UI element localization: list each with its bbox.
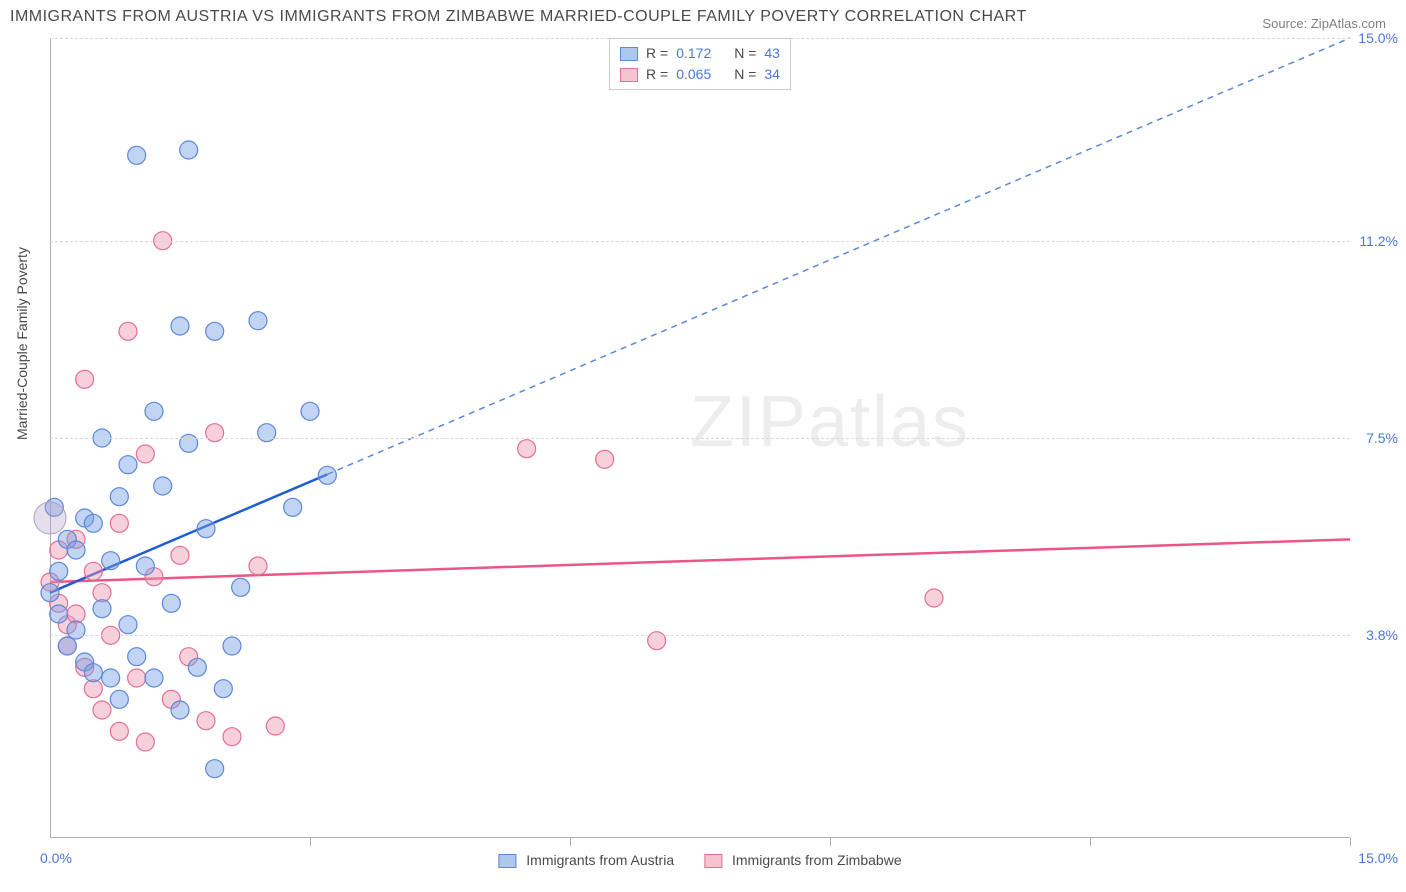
datapoint-zimbabwe xyxy=(93,701,111,719)
datapoint-austria xyxy=(214,680,232,698)
gridline xyxy=(50,438,1350,439)
datapoint-zimbabwe xyxy=(67,605,85,623)
datapoint-austria xyxy=(136,557,154,575)
datapoint-zimbabwe xyxy=(197,712,215,730)
x-origin-label: 0.0% xyxy=(40,850,72,866)
datapoint-zimbabwe xyxy=(136,445,154,463)
swatch-austria-icon xyxy=(498,854,516,868)
datapoint-austria xyxy=(206,760,224,778)
datapoint-austria xyxy=(50,605,68,623)
y-tick-label: 15.0% xyxy=(1358,30,1398,46)
datapoint-austria xyxy=(145,669,163,687)
datapoint-zimbabwe xyxy=(84,680,102,698)
datapoint-austria xyxy=(301,402,319,420)
x-tick xyxy=(570,838,571,846)
r-label: R = xyxy=(646,64,668,85)
legend-series: Immigrants from Austria Immigrants from … xyxy=(498,852,901,868)
x-tick xyxy=(1090,838,1091,846)
datapoint-austria xyxy=(206,322,224,340)
legend-row-austria: R = 0.172 N = 43 xyxy=(620,43,780,64)
datapoint-zimbabwe xyxy=(93,584,111,602)
datapoint-zimbabwe xyxy=(76,370,94,388)
datapoint-austria xyxy=(154,477,172,495)
n-label: N = xyxy=(734,64,756,85)
datapoint-zimbabwe xyxy=(128,669,146,687)
x-max-label: 15.0% xyxy=(1358,850,1398,866)
datapoint-zimbabwe xyxy=(223,728,241,746)
datapoint-austria xyxy=(41,584,59,602)
datapoint-austria xyxy=(197,520,215,538)
datapoint-large xyxy=(34,502,66,534)
datapoint-zimbabwe xyxy=(596,450,614,468)
swatch-zimbabwe xyxy=(620,68,638,82)
datapoint-austria xyxy=(119,616,137,634)
x-tick xyxy=(1350,838,1351,846)
datapoint-zimbabwe xyxy=(249,557,267,575)
datapoint-austria xyxy=(84,514,102,532)
chart-title: IMMIGRANTS FROM AUSTRIA VS IMMIGRANTS FR… xyxy=(10,8,1027,26)
trendline-austria-dashed xyxy=(327,38,1350,474)
datapoint-zimbabwe xyxy=(110,722,128,740)
datapoint-zimbabwe xyxy=(110,514,128,532)
datapoint-austria xyxy=(162,594,180,612)
datapoint-austria xyxy=(232,578,250,596)
legend-label-austria: Immigrants from Austria xyxy=(526,852,674,868)
gridline xyxy=(50,241,1350,242)
x-tick xyxy=(830,838,831,846)
legend-label-zimbabwe: Immigrants from Zimbabwe xyxy=(732,852,902,868)
y-tick-label: 3.8% xyxy=(1366,627,1398,643)
datapoint-austria xyxy=(318,466,336,484)
datapoint-austria xyxy=(58,637,76,655)
datapoint-austria xyxy=(102,669,120,687)
datapoint-austria xyxy=(171,317,189,335)
y-tick-label: 7.5% xyxy=(1366,430,1398,446)
datapoint-austria xyxy=(128,648,146,666)
datapoint-zimbabwe xyxy=(518,440,536,458)
source-attribution: Source: ZipAtlas.com xyxy=(1262,16,1386,31)
r-value-austria: 0.172 xyxy=(676,43,722,64)
x-tick xyxy=(310,838,311,846)
datapoint-austria xyxy=(188,658,206,676)
datapoint-austria xyxy=(128,146,146,164)
legend-correlation: R = 0.172 N = 43 R = 0.065 N = 34 xyxy=(609,38,791,90)
datapoint-austria xyxy=(67,541,85,559)
datapoint-austria xyxy=(110,690,128,708)
legend-item-zimbabwe: Immigrants from Zimbabwe xyxy=(704,852,901,868)
datapoint-austria xyxy=(110,488,128,506)
swatch-zimbabwe-icon xyxy=(704,854,722,868)
datapoint-austria xyxy=(249,312,267,330)
datapoint-austria xyxy=(84,664,102,682)
gridline xyxy=(50,635,1350,636)
plot-area: ZIPatlas R = 0.172 N = 43 R = 0.065 N = … xyxy=(50,38,1350,838)
n-value-austria: 43 xyxy=(764,43,780,64)
trendline-zimbabwe xyxy=(50,539,1350,582)
source-link[interactable]: ZipAtlas.com xyxy=(1311,16,1386,31)
y-axis-label: Married-Couple Family Poverty xyxy=(14,247,30,440)
y-tick-label: 11.2% xyxy=(1359,233,1398,249)
legend-row-zimbabwe: R = 0.065 N = 34 xyxy=(620,64,780,85)
source-label: Source: xyxy=(1262,16,1307,31)
swatch-austria xyxy=(620,47,638,61)
datapoint-zimbabwe xyxy=(84,562,102,580)
legend-item-austria: Immigrants from Austria xyxy=(498,852,674,868)
datapoint-zimbabwe xyxy=(266,717,284,735)
datapoint-zimbabwe xyxy=(925,589,943,607)
datapoint-austria xyxy=(284,498,302,516)
datapoint-austria xyxy=(119,456,137,474)
datapoint-zimbabwe xyxy=(119,322,137,340)
datapoint-austria xyxy=(180,141,198,159)
datapoint-austria xyxy=(50,562,68,580)
datapoint-austria xyxy=(102,552,120,570)
n-label: N = xyxy=(734,43,756,64)
datapoint-zimbabwe xyxy=(136,733,154,751)
datapoint-zimbabwe xyxy=(171,546,189,564)
datapoint-austria xyxy=(171,701,189,719)
datapoint-austria xyxy=(145,402,163,420)
datapoint-austria xyxy=(223,637,241,655)
r-label: R = xyxy=(646,43,668,64)
datapoint-austria xyxy=(93,600,111,618)
n-value-zimbabwe: 34 xyxy=(764,64,780,85)
r-value-zimbabwe: 0.065 xyxy=(676,64,722,85)
